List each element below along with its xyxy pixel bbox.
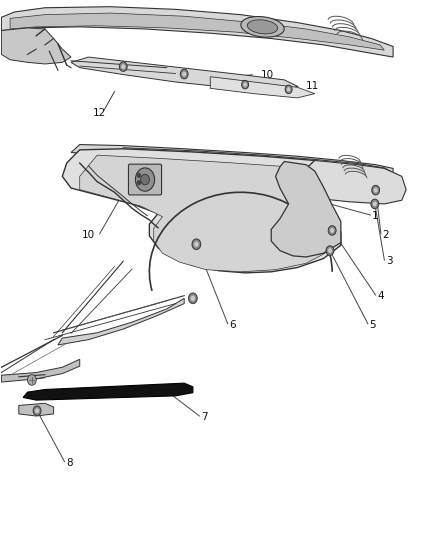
Circle shape: [371, 199, 379, 209]
Text: 11: 11: [306, 81, 319, 91]
Circle shape: [182, 71, 186, 76]
Circle shape: [330, 228, 334, 233]
Text: 8: 8: [66, 458, 72, 467]
Circle shape: [374, 188, 378, 192]
Polygon shape: [58, 298, 184, 345]
Circle shape: [287, 87, 290, 92]
Text: 7: 7: [201, 412, 208, 422]
Text: 1: 1: [371, 211, 378, 221]
Circle shape: [180, 69, 188, 79]
FancyBboxPatch shape: [128, 164, 162, 195]
Text: 3: 3: [386, 256, 392, 266]
Circle shape: [28, 375, 36, 385]
Circle shape: [33, 406, 41, 416]
Circle shape: [326, 246, 334, 255]
Text: 10: 10: [82, 230, 95, 240]
Circle shape: [191, 296, 195, 301]
Ellipse shape: [241, 17, 284, 37]
Polygon shape: [71, 144, 393, 175]
Polygon shape: [19, 403, 53, 416]
Text: 12: 12: [93, 108, 106, 118]
Polygon shape: [71, 57, 297, 93]
Polygon shape: [80, 155, 332, 272]
Circle shape: [141, 174, 149, 185]
Polygon shape: [1, 359, 80, 382]
Circle shape: [373, 201, 377, 206]
Circle shape: [244, 83, 247, 87]
Polygon shape: [1, 7, 393, 57]
Circle shape: [192, 239, 201, 249]
Circle shape: [372, 185, 380, 195]
Circle shape: [328, 248, 332, 253]
Circle shape: [194, 241, 198, 247]
Circle shape: [137, 173, 141, 178]
Circle shape: [188, 293, 197, 304]
Circle shape: [135, 168, 155, 191]
Circle shape: [35, 408, 39, 413]
Circle shape: [137, 180, 141, 185]
Circle shape: [328, 225, 336, 235]
Text: 10: 10: [260, 70, 273, 79]
Polygon shape: [23, 383, 193, 400]
Ellipse shape: [247, 20, 278, 34]
Circle shape: [242, 80, 249, 89]
Circle shape: [119, 62, 127, 71]
Text: 5: 5: [369, 320, 376, 330]
Polygon shape: [289, 160, 406, 204]
Polygon shape: [62, 149, 341, 273]
Circle shape: [121, 64, 125, 69]
Polygon shape: [110, 148, 402, 186]
Text: 4: 4: [377, 291, 384, 301]
Text: 6: 6: [230, 320, 236, 330]
Polygon shape: [210, 77, 315, 98]
Circle shape: [285, 85, 292, 94]
Text: 2: 2: [383, 230, 389, 240]
Polygon shape: [1, 28, 71, 64]
Polygon shape: [10, 13, 385, 50]
Polygon shape: [271, 161, 341, 257]
